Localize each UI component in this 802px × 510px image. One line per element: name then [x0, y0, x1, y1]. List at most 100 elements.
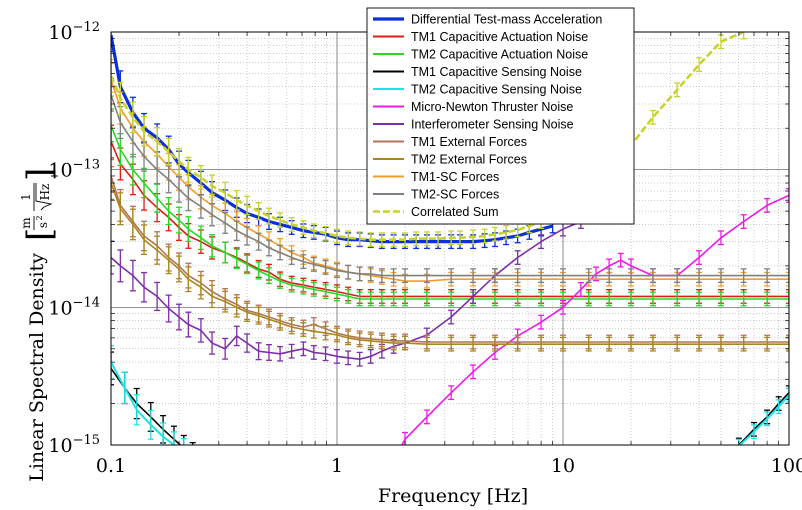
error-bar [435, 231, 442, 247]
error-bar [514, 291, 521, 307]
error-bar [334, 263, 340, 278]
error-bar [288, 277, 295, 293]
legend-item: Correlated Sum [373, 205, 499, 219]
error-bar [378, 334, 385, 350]
error-bar [378, 291, 385, 307]
error-bar [356, 291, 363, 307]
error-bar [585, 268, 592, 284]
legend-item: TM2-SC Forces [373, 188, 499, 202]
error-bar [764, 268, 771, 284]
error-bar [185, 156, 192, 183]
error-bar [185, 311, 192, 338]
x-tick-label: 100 [771, 455, 802, 477]
error-bar [649, 109, 656, 125]
error-bar [628, 291, 635, 307]
error-bar [538, 268, 545, 284]
error-bar [577, 281, 584, 297]
error-bar [470, 289, 477, 304]
error-bar [696, 336, 703, 352]
error-bar [390, 232, 397, 248]
error-bar [117, 249, 124, 283]
y-tick-label: 10−14 [48, 295, 100, 319]
legend-item: TM2 External Forces [373, 153, 527, 167]
error-bar [585, 291, 592, 307]
error-bar [154, 126, 161, 157]
error-bar [696, 250, 703, 265]
error-bar [244, 254, 251, 275]
series-line [111, 361, 176, 445]
error-bar [265, 239, 272, 257]
legend-item: Differential Test-mass Acceleration [373, 13, 602, 27]
error-bar [775, 399, 782, 415]
error-bar [277, 315, 284, 331]
error-bar [322, 284, 329, 300]
error-bar [165, 137, 172, 166]
error-bar [786, 336, 789, 352]
x-tick-label: 0.1 [96, 455, 126, 477]
error-bar [129, 101, 136, 134]
error-bar [111, 32, 114, 53]
legend-item: Interferometer Sensing Noise [373, 118, 574, 132]
error-bar [514, 250, 521, 265]
error-bar [141, 115, 148, 147]
error-bar [322, 346, 329, 362]
error-bar [491, 268, 498, 284]
error-bar [560, 336, 566, 352]
y-tick-exponent: −15 [73, 433, 100, 448]
error-bar [300, 254, 307, 269]
error-bar [367, 333, 374, 349]
error-bar [423, 336, 430, 352]
y-axis-title-group: Linear Spectral Density [ m s 2 1 Hz ] [19, 168, 60, 482]
series-9 [111, 166, 789, 352]
error-bar [209, 234, 216, 258]
error-bar [176, 303, 183, 331]
error-bar [277, 273, 284, 289]
legend-item: TM1 External Forces [373, 135, 527, 149]
series-line [111, 141, 789, 298]
error-bar [117, 81, 124, 115]
error-bar [356, 351, 363, 367]
error-bar [265, 267, 272, 285]
error-bar [197, 165, 204, 190]
legend-label: TM1 External Forces [411, 135, 527, 149]
error-bar [491, 226, 498, 242]
error-bar [111, 108, 114, 143]
legend-item: TM2 Capacitive Actuation Noise [373, 48, 588, 62]
error-bar [233, 248, 240, 270]
error-bar [390, 335, 397, 351]
error-bar [322, 225, 329, 241]
error-bar [786, 291, 789, 307]
error-bar [345, 350, 352, 366]
error-bar [334, 286, 340, 302]
legend-label: Correlated Sum [411, 205, 499, 219]
series-line [111, 182, 789, 345]
error-bar [197, 194, 204, 219]
error-bar [255, 342, 262, 361]
legend-item: TM1 Capacitive Sensing Noise [373, 65, 582, 79]
error-bar [111, 351, 114, 386]
error-bar [649, 268, 656, 284]
error-bar [617, 252, 624, 268]
error-bar [503, 225, 510, 240]
error-bar [209, 331, 216, 355]
error-bar [255, 202, 262, 221]
error-bar [764, 291, 771, 307]
y-tick-base: 10 [48, 22, 72, 44]
series-line [111, 125, 789, 300]
error-bar [717, 336, 724, 352]
x-tick-label: 1 [331, 455, 343, 477]
error-bar [300, 341, 307, 357]
error-bar [121, 371, 128, 405]
error-bar [154, 235, 161, 265]
y-tick-exponent: −12 [73, 20, 100, 35]
y-axis-title: Linear Spectral Density [26, 253, 48, 482]
y-tick-exponent: −13 [73, 158, 100, 173]
error-bar [470, 229, 477, 245]
series-line [111, 175, 789, 343]
error-bar [740, 214, 747, 229]
error-bar [180, 438, 187, 445]
error-bar [696, 291, 703, 307]
error-bar [448, 268, 455, 284]
y-tick-label: 10−15 [48, 433, 100, 457]
